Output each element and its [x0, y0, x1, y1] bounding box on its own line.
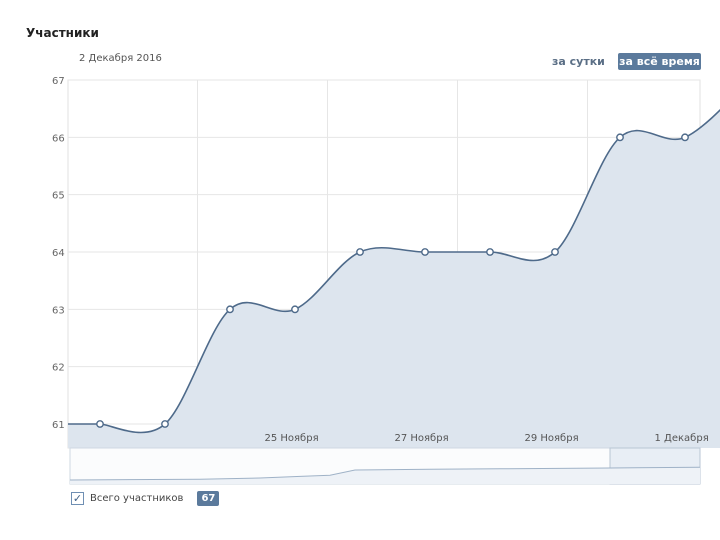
data-point	[551, 248, 559, 256]
legend: ✓ Всего участников 67	[71, 491, 220, 506]
data-point	[421, 248, 429, 256]
y-axis: 61 62 63 64 65 66 67	[52, 76, 65, 431]
y-tick-label: 61	[52, 420, 65, 431]
data-point	[681, 133, 689, 142]
y-tick-label: 66	[52, 133, 65, 144]
data-point	[486, 248, 494, 256]
data-point	[96, 420, 104, 428]
data-point	[226, 305, 234, 314]
chart-title: Участники	[26, 26, 99, 40]
period-all-button[interactable]: за всё время	[618, 53, 701, 70]
y-tick-label: 62	[52, 363, 65, 374]
series-area	[68, 110, 720, 448]
x-axis: 25 Ноября 27 Ноября 29 Ноября 1 Декабря	[265, 433, 709, 444]
data-point	[356, 248, 364, 256]
x-tick-label: 29 Ноября	[525, 433, 579, 444]
x-tick-label: 1 Декабря	[655, 433, 709, 444]
selected-date: 2 Декабря 2016	[79, 53, 162, 64]
x-tick-label: 25 Ноября	[265, 433, 319, 444]
legend-label[interactable]: Всего участников	[90, 493, 184, 504]
y-tick-label: 67	[52, 76, 65, 87]
y-tick-label: 63	[52, 305, 65, 316]
navigator	[69, 447, 701, 485]
y-tick-label: 65	[52, 191, 65, 202]
data-point	[291, 305, 299, 314]
series-checkbox[interactable]: ✓	[71, 492, 84, 505]
navigator-line	[69, 466, 701, 481]
x-tick-label: 27 Ноября	[395, 433, 449, 444]
chart-points	[96, 133, 689, 428]
period-day-button[interactable]: за сутки	[552, 55, 605, 68]
data-point	[161, 420, 169, 428]
data-point	[616, 133, 624, 142]
y-tick-label: 64	[52, 248, 65, 259]
count-badge: 67	[197, 491, 220, 506]
navigator-area	[70, 467, 700, 484]
